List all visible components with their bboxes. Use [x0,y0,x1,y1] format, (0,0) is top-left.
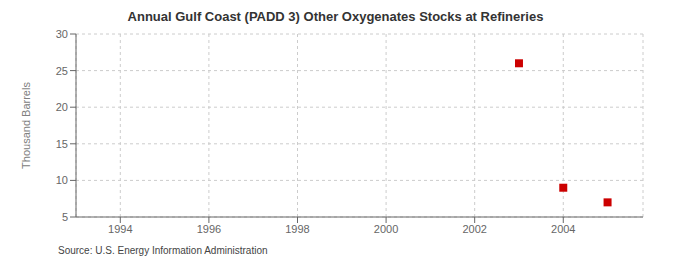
svg-text:1998: 1998 [285,223,309,235]
html-text:Source: U.S. Energy Informatio: Source: U.S. Energy Information Administ… [58,245,268,256]
svg-text:25: 25 [56,65,68,77]
svg-text:15: 15 [56,138,68,150]
svg-text:Thousand Barrels: Thousand Barrels [20,82,32,169]
svg-text:2004: 2004 [551,223,575,235]
svg-text:10: 10 [56,174,68,186]
svg-text:5: 5 [62,211,68,223]
svg-text:30: 30 [56,28,68,40]
svg-text:2002: 2002 [462,223,486,235]
html-text:Annual Gulf Coast (PADD 3) Oth: Annual Gulf Coast (PADD 3) Other Oxygena… [127,9,544,24]
svg-text:2000: 2000 [374,223,398,235]
svg-text:20: 20 [56,101,68,113]
svg-text:1996: 1996 [197,223,221,235]
svg-text:1994: 1994 [108,223,132,235]
